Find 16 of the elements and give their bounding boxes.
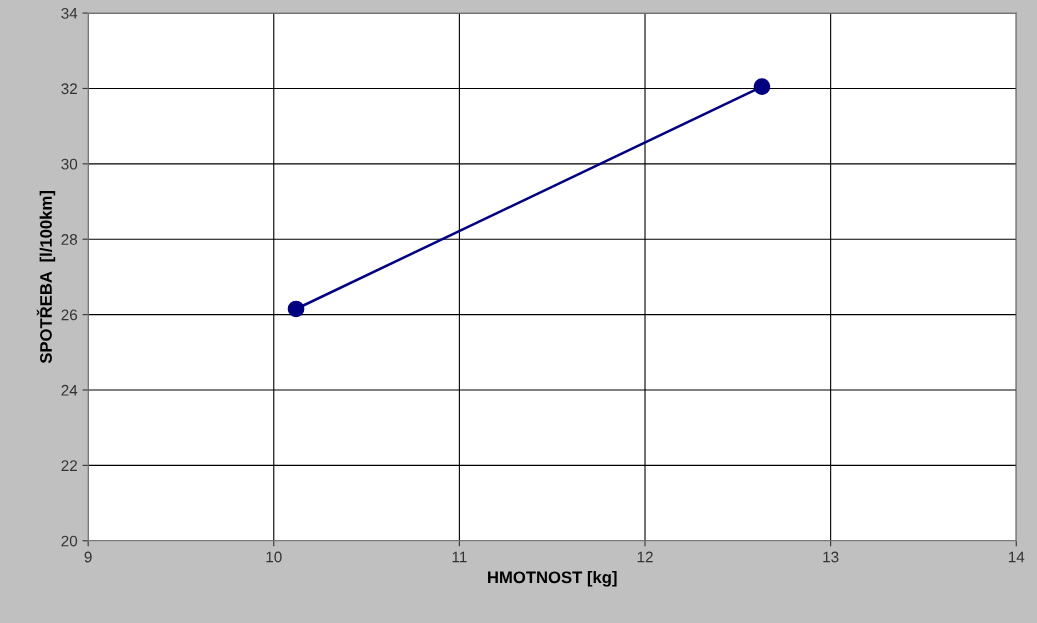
y-tick-label: 20 bbox=[61, 535, 78, 547]
x-tick-label: 9 bbox=[84, 551, 92, 563]
y-axis-title: SPOTŘEBA [l/100km] bbox=[36, 191, 56, 364]
y-tick-label: 24 bbox=[61, 384, 78, 396]
x-axis-title: HMOTNOST [kg] bbox=[488, 570, 617, 587]
x-tick-label: 13 bbox=[823, 551, 839, 563]
y-tick-label: 32 bbox=[61, 83, 77, 95]
x-tick-label: 12 bbox=[637, 551, 653, 563]
y-tick-label: 22 bbox=[61, 460, 77, 471]
x-tick-label: 11 bbox=[452, 551, 467, 563]
x-tick-label: 14 bbox=[1008, 551, 1025, 563]
y-tick-label: 26 bbox=[61, 309, 78, 321]
y-tick-label: 30 bbox=[61, 158, 78, 170]
y-tick-label: 28 bbox=[61, 234, 78, 245]
y-tick-label: 34 bbox=[61, 7, 78, 19]
x-tick-label: 10 bbox=[266, 551, 282, 563]
